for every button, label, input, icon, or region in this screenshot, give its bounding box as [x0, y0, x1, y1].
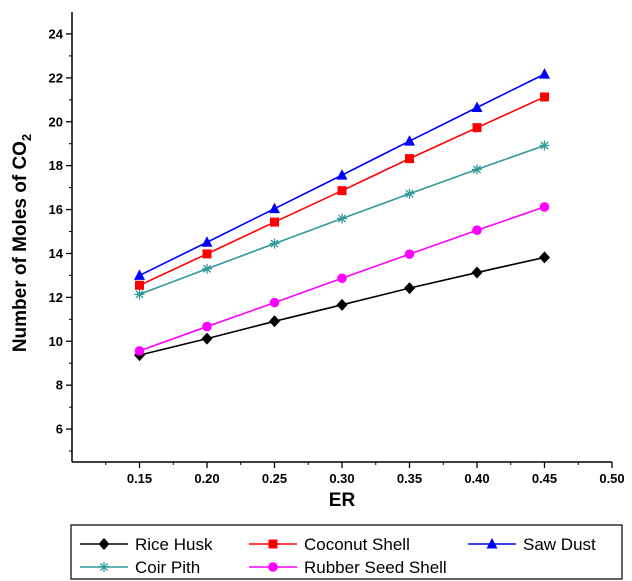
data-point-coir-pith	[202, 263, 212, 274]
data-point-rice-husk	[471, 266, 483, 279]
legend-marker-saw-dust	[486, 538, 498, 549]
legend: Rice Husk Coconut Shell Saw Dust Coir Pith R…	[70, 524, 623, 580]
legend-label-rubber-seed-shell: Rubber Seed Shell	[304, 558, 447, 577]
legend-label-rice-husk: Rice Husk	[135, 535, 213, 554]
x-tick-label: 0.35	[397, 471, 422, 486]
data-point-coir-pith	[269, 238, 280, 249]
x-tick-label: 0.15	[127, 471, 152, 486]
legend-item-saw-dust: Saw Dust	[468, 535, 596, 554]
y-axis-title: Number of Moles of CO2	[10, 134, 34, 352]
legend-marker-coir-pith	[99, 562, 109, 572]
x-axis-title: ER	[329, 490, 356, 511]
data-point-coconut-shell	[337, 186, 347, 196]
data-point-coconut-shell	[270, 217, 279, 227]
data-point-coconut-shell	[135, 280, 144, 290]
y-tick-label: 6	[56, 422, 63, 437]
y-axis-title-subscript: 2	[19, 134, 34, 141]
y-tick-label: 12	[49, 290, 63, 305]
data-point-rubber-seed-shell	[269, 297, 280, 308]
data-point-coir-pith	[337, 213, 347, 224]
data-point-coconut-shell	[202, 249, 212, 259]
y-tick-label: 18	[49, 158, 63, 173]
y-tick-label: 20	[49, 114, 63, 129]
data-point-coconut-shell	[540, 92, 549, 102]
data-point-coir-pith	[404, 188, 415, 199]
data-point-rice-husk	[539, 251, 550, 264]
y-tick-label: 16	[49, 202, 63, 217]
legend-item-coconut-shell: Coconut Shell	[249, 535, 410, 554]
series-coconut-shell	[135, 92, 549, 290]
legend-label-coir-pith: Coir Pith	[135, 558, 200, 577]
data-point-rice-husk	[336, 298, 348, 311]
x-tick-label: 0.45	[532, 471, 557, 486]
data-point-saw-dust	[201, 236, 213, 247]
series-saw-dust	[134, 68, 550, 280]
data-point-rubber-seed-shell	[337, 273, 347, 284]
legend-label-coconut-shell: Coconut Shell	[304, 535, 410, 554]
data-point-coir-pith	[539, 140, 550, 151]
series-rubber-seed-shell	[134, 202, 550, 356]
data-point-rubber-seed-shell	[134, 346, 145, 356]
x-tick-label: 0.30	[329, 471, 354, 486]
legend-marker-rubber-seed-shell	[268, 562, 278, 572]
legend-item-rubber-seed-shell: Rubber Seed Shell	[249, 558, 447, 577]
y-tick-label: 10	[49, 334, 63, 349]
data-point-coir-pith	[134, 289, 145, 300]
data-point-rubber-seed-shell	[539, 202, 550, 212]
x-tick-label: 0.50	[599, 471, 624, 486]
data-point-saw-dust	[404, 135, 415, 146]
x-tick-label: 0.40	[464, 471, 489, 486]
data-point-coconut-shell	[405, 154, 414, 164]
legend-box	[70, 524, 623, 580]
x-tick-label: 0.25	[262, 471, 287, 486]
y-tick-label: 14	[49, 246, 64, 261]
data-point-saw-dust	[336, 169, 348, 180]
data-point-saw-dust	[539, 68, 550, 79]
data-point-rubber-seed-shell	[404, 249, 415, 259]
data-point-rubber-seed-shell	[472, 225, 482, 235]
data-point-rice-husk	[404, 282, 415, 295]
y-tick-label: 8	[56, 378, 63, 393]
data-point-saw-dust	[471, 101, 483, 112]
data-point-saw-dust	[134, 269, 145, 280]
data-point-coir-pith	[472, 164, 482, 175]
legend-marker-coconut-shell	[268, 539, 278, 549]
data-point-saw-dust	[269, 202, 280, 214]
y-tick-label: 24	[49, 26, 64, 41]
data-point-rubber-seed-shell	[202, 321, 212, 332]
legend-marker-rice-husk	[98, 538, 110, 550]
legend-item-coir-pith: Coir Pith	[80, 558, 200, 577]
x-tick-label: 0.20	[194, 471, 219, 486]
y-axis-title-main: Number of Moles of CO	[10, 141, 31, 352]
data-point-rice-husk	[269, 315, 280, 328]
legend-item-rice-husk: Rice Husk	[80, 535, 213, 554]
data-point-rice-husk	[201, 332, 213, 345]
data-point-coconut-shell	[472, 123, 482, 133]
series-coir-pith	[134, 140, 550, 300]
series-rice-husk	[134, 251, 550, 362]
legend-label-saw-dust: Saw Dust	[523, 535, 596, 554]
y-tick-label: 22	[49, 70, 63, 85]
